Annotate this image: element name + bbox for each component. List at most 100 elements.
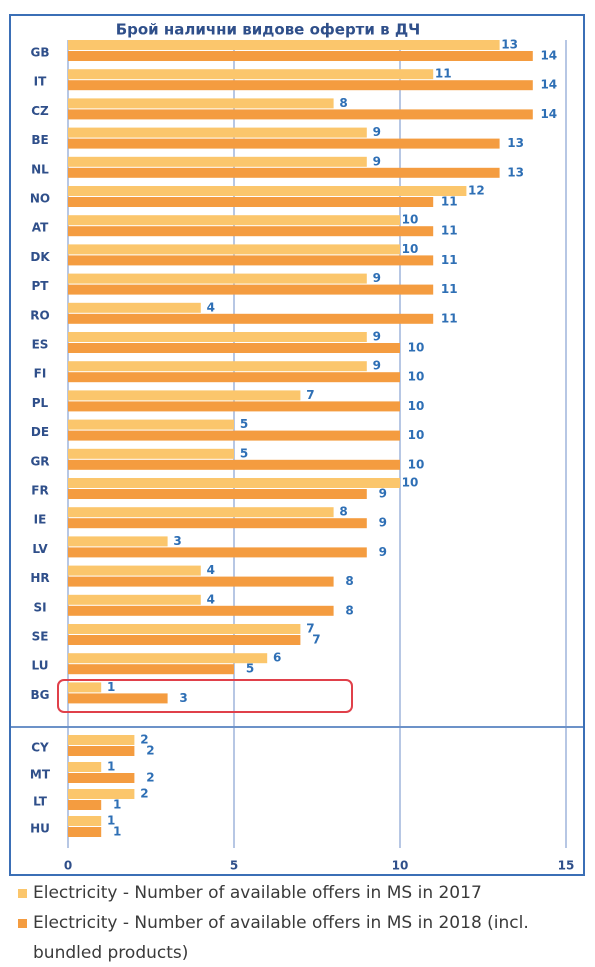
legend-item: Electricity - Number of available offers… [18,908,578,967]
bar [68,518,367,529]
value-label: 8 [339,96,347,110]
y-tick-label: DK [30,250,50,264]
legend-item: Electricity - Number of available offers… [18,878,578,908]
value-label: 9 [373,359,381,373]
bar [68,40,500,50]
value-label: 9 [373,330,381,344]
bar [68,284,434,295]
legend: Electricity - Number of available offers… [18,878,578,967]
bar [68,419,234,430]
bar [68,653,268,664]
value-label: 8 [345,603,353,617]
bar [68,127,367,138]
y-tick-label: BG [31,688,50,702]
value-label: 13 [507,165,524,179]
value-label: 10 [408,457,425,471]
y-tick-label: CY [31,741,49,755]
highlight-box [57,679,353,713]
value-label: 2 [146,744,154,758]
value-label: 8 [339,505,347,519]
bar [68,536,168,547]
value-label: 2 [140,733,148,747]
x-tick-label: 10 [392,859,409,873]
legend-label: Electricity - Number of available offers… [33,883,482,903]
y-tick-label: SI [33,600,46,614]
value-label: 8 [345,574,353,588]
y-tick-label: PT [32,279,50,293]
bar [68,605,334,616]
y-tick-label: GR [30,454,49,468]
y-tick-label: DE [31,425,49,439]
y-tick-label: HU [30,822,50,836]
bar [68,255,434,266]
plot-frame [9,14,585,876]
value-label: 2 [146,771,154,785]
value-label: 11 [435,67,452,81]
bar [68,372,400,383]
legend-swatch [18,919,27,928]
bar [68,489,367,499]
value-label: 10 [408,370,425,384]
value-label: 14 [540,78,557,92]
bar [68,789,135,799]
bar [68,401,400,412]
bar [68,459,400,470]
y-tick-label: NL [31,162,49,176]
y-tick-label: AT [32,221,49,235]
value-label: 5 [240,446,248,460]
value-label: 10 [402,242,419,256]
bar [68,565,201,576]
bar [68,332,367,342]
bar [68,547,367,558]
value-label: 5 [240,417,248,431]
y-tick-label: IE [34,513,47,527]
y-tick-label: LV [32,542,48,556]
value-label: 2 [140,787,148,801]
bar [68,244,400,255]
value-label: 11 [441,224,458,238]
bar [68,51,533,61]
y-tick-label: IT [34,75,47,89]
value-label: 4 [207,563,215,577]
bar [68,361,367,372]
bar [68,390,301,401]
value-label: 6 [273,651,281,665]
value-label: 1 [107,760,115,774]
bar [68,186,467,196]
x-tick-label: 15 [558,859,575,873]
value-label: 3 [179,691,187,705]
value-label: 10 [408,399,425,413]
value-label: 11 [441,195,458,209]
bar [68,98,334,109]
bars: GB1314IT1114CZ814BE913NL913NO1211AT1011D… [30,38,557,839]
y-tick-label: LU [32,659,49,673]
value-label: 9 [379,545,387,559]
bar [68,273,367,284]
value-label: 4 [207,592,215,606]
value-label: 11 [441,282,458,296]
y-tick-label: ES [32,338,49,352]
bar [68,773,135,783]
value-label: 1 [107,814,115,828]
value-label: 9 [379,516,387,530]
bar [68,762,102,772]
bar [68,478,400,488]
bar [68,693,168,704]
bar [68,167,500,178]
y-tick-label: NO [30,192,50,206]
chart-title: Брой налични видове оферти в ДЧ [116,21,421,39]
bar [68,735,135,745]
bar [68,430,400,441]
legend-swatch [18,889,27,898]
bar [68,682,102,693]
bar [68,448,234,459]
x-tick-label: 5 [230,859,238,873]
value-label: 14 [540,49,557,63]
bar [68,816,102,826]
bar [68,507,334,518]
value-label: 7 [306,388,314,402]
value-label: 11 [441,253,458,267]
value-label: 13 [501,38,518,52]
value-label: 9 [373,154,381,168]
